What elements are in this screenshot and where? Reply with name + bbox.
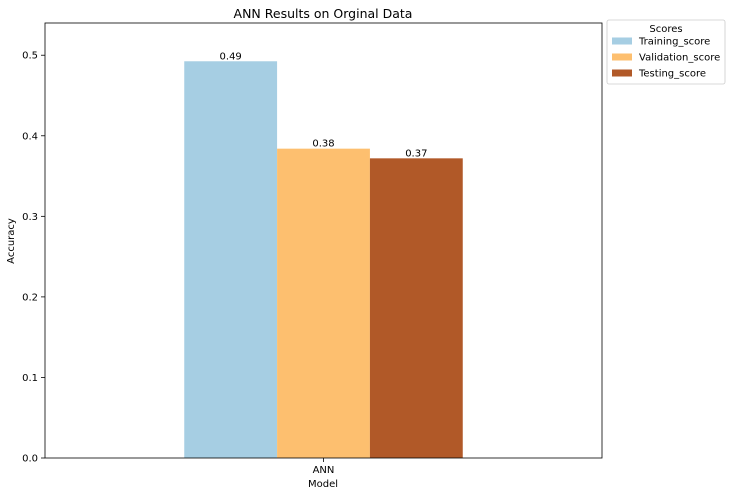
bar-validation-score xyxy=(277,148,370,458)
legend-swatch xyxy=(612,69,632,77)
y-tick-label: 0.0 xyxy=(22,454,38,465)
y-tick-label: 0.3 xyxy=(22,212,38,223)
y-axis: 0.0 0.1 0.2 0.3 0.4 0.5 xyxy=(22,51,45,465)
legend-items: Training_score Validation_score Testing_sc… xyxy=(612,37,720,80)
y-tick-label: 0.5 xyxy=(22,51,38,62)
y-tick-label: 0.1 xyxy=(22,373,38,384)
legend-swatch xyxy=(612,53,632,61)
y-tick-label: 0.4 xyxy=(22,131,38,142)
bar-value-label: 0.49 xyxy=(220,51,242,62)
x-axis-label: Model xyxy=(308,479,338,490)
bar-value-label: 0.37 xyxy=(405,148,427,159)
legend-entry-label: Testing_score xyxy=(638,69,706,80)
legend: Scores Training_score Validation_score Tes… xyxy=(606,19,726,85)
bar-testing-score xyxy=(369,158,463,459)
bars-group xyxy=(184,61,463,459)
bar-training-score xyxy=(184,61,278,459)
legend-entry-label: Training_score xyxy=(638,37,710,48)
legend-swatch xyxy=(612,37,632,45)
chart-title: ANN Results on Orginal Data xyxy=(234,6,413,21)
legend-box xyxy=(606,19,726,85)
y-axis-label: Accuracy xyxy=(6,218,17,264)
bar-value-label: 0.38 xyxy=(312,139,334,150)
legend-entry-label: Validation_score xyxy=(639,53,720,64)
y-tick-label: 0.2 xyxy=(22,292,38,303)
legend-title: Scores xyxy=(649,24,682,35)
x-tick-label: ANN xyxy=(313,465,335,476)
x-axis: ANN xyxy=(313,458,335,476)
bar-labels-group: 0.49 0.38 0.37 xyxy=(220,51,428,159)
